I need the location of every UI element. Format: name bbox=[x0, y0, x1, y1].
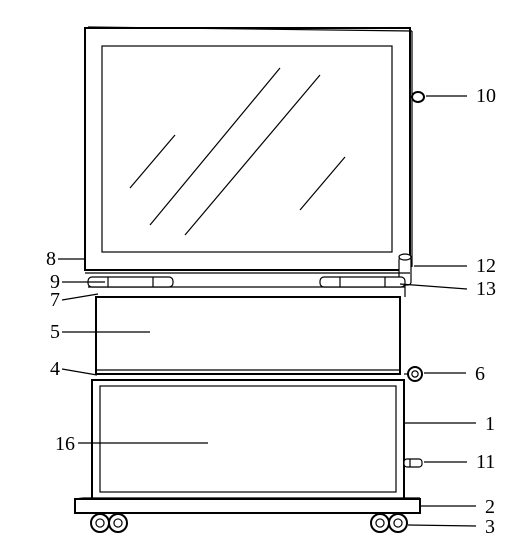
label-10: 10 bbox=[476, 85, 496, 107]
label-8: 8 bbox=[46, 248, 56, 270]
part-16-lower-inner bbox=[100, 386, 396, 492]
label-4: 4 bbox=[50, 358, 60, 380]
label-1: 1 bbox=[485, 413, 495, 435]
label-9: 9 bbox=[50, 271, 60, 293]
label-13: 13 bbox=[476, 278, 496, 300]
technical-drawing: 1234567891011121316 bbox=[0, 0, 531, 550]
part-1-lower-box bbox=[92, 380, 404, 499]
part-8-upper-box bbox=[85, 28, 410, 270]
label-5: 5 bbox=[50, 321, 60, 343]
part-2-base bbox=[75, 499, 420, 513]
screen bbox=[102, 46, 392, 252]
label-16: 16 bbox=[55, 433, 75, 455]
label-12: 12 bbox=[476, 255, 496, 277]
part-11-knob bbox=[404, 459, 422, 467]
part-5-middle-box bbox=[96, 297, 400, 374]
label-2: 2 bbox=[485, 496, 495, 518]
label-11: 11 bbox=[476, 451, 495, 473]
label-3: 3 bbox=[485, 516, 495, 538]
part-13-hinge-right bbox=[320, 277, 405, 287]
part-10-knob bbox=[412, 92, 424, 102]
label-6: 6 bbox=[475, 363, 485, 385]
